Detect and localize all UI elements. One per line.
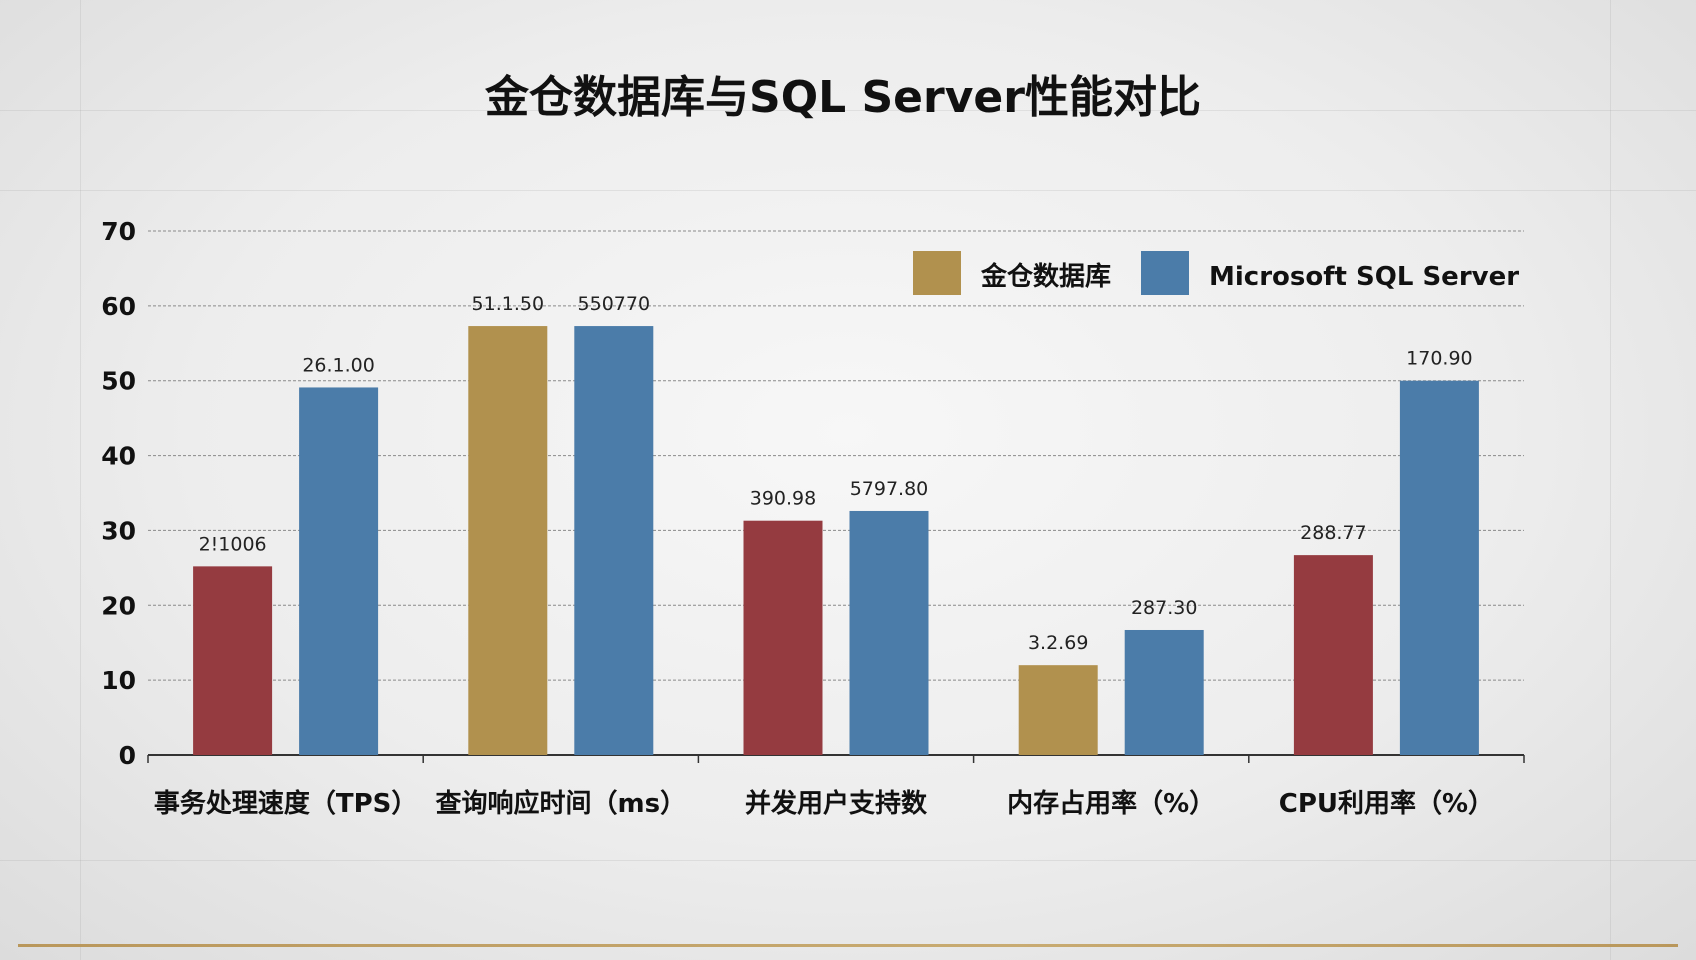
background-decoration	[0, 860, 1696, 861]
x-tick-label: 查询响应时间（ms）	[436, 788, 687, 819]
bar	[1293, 555, 1373, 755]
footer-divider	[18, 944, 1678, 947]
chart-title: 金仓数据库与SQL Server性能对比	[484, 72, 1201, 123]
bar	[574, 326, 654, 755]
data-label: 51.1.50	[472, 293, 545, 315]
data-label: 170.90	[1406, 348, 1472, 370]
data-label: 390.98	[750, 488, 816, 510]
x-tick-label: 内存占用率（%）	[1007, 788, 1215, 819]
legend-swatch	[1141, 251, 1189, 295]
bar	[743, 520, 823, 755]
bar	[1018, 665, 1098, 755]
background-decoration	[1610, 0, 1611, 960]
background-decoration	[0, 110, 1696, 111]
data-label: 288.77	[1300, 522, 1366, 544]
data-label: 3.2.69	[1028, 632, 1088, 654]
x-tick-label: 并发用户支持数	[745, 788, 928, 819]
legend-label: Microsoft SQL Server	[1209, 262, 1519, 292]
bar	[849, 510, 929, 755]
y-tick-label: 70	[101, 217, 136, 246]
y-tick-label: 10	[101, 666, 136, 695]
y-tick-label: 30	[101, 516, 136, 545]
background-decoration	[80, 0, 81, 960]
legend-label: 金仓数据库	[980, 261, 1111, 292]
y-tick-label: 20	[101, 591, 136, 620]
background-decoration	[0, 190, 1696, 191]
x-tick-label: 事务处理速度（TPS）	[154, 788, 418, 819]
legend: 金仓数据库 Microsoft SQL Server	[913, 251, 1519, 295]
data-label: 287.30	[1131, 597, 1197, 619]
x-tick-label: CPU利用率（%）	[1279, 788, 1494, 819]
data-labels: 2!1006 26.1.00 51.1.50 550770 390.98 5797.80 3…	[199, 293, 1473, 654]
bar	[468, 326, 548, 755]
legend-swatch	[913, 251, 961, 295]
bar	[193, 566, 273, 755]
axes: 0 10 20 30 40 50 60 70 事务处理速度（TPS） 查询响应时间（ms） 并发用户…	[101, 217, 1525, 819]
y-tick-label: 0	[119, 741, 136, 770]
data-label: 550770	[578, 293, 651, 315]
data-label: 5797.80	[850, 478, 929, 500]
bar	[1124, 629, 1204, 755]
bar	[299, 387, 379, 755]
y-tick-label: 60	[101, 292, 136, 321]
data-label: 2!1006	[199, 533, 267, 555]
bar	[1399, 380, 1479, 755]
y-tick-label: 50	[101, 367, 136, 396]
data-label: 26.1.00	[302, 354, 375, 376]
bars	[193, 326, 1479, 755]
y-tick-label: 40	[101, 442, 136, 471]
